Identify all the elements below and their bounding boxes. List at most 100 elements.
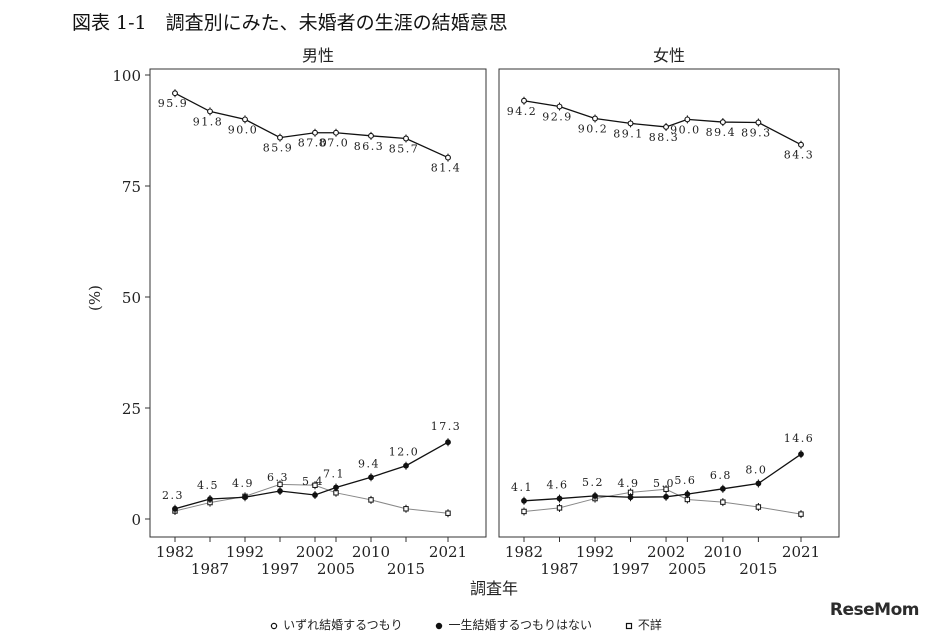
data-label-never: 17.3	[431, 420, 462, 433]
data-point-never	[368, 474, 374, 481]
legend-item-unknown: 不詳	[624, 616, 662, 633]
x-tick-label: 2010	[704, 543, 742, 561]
data-label-never: 5.0	[653, 477, 675, 490]
data-point-never	[719, 485, 726, 492]
panel-title: 男性	[302, 46, 334, 65]
data-point-unknown	[312, 482, 318, 488]
data-label-never: 4.9	[232, 477, 254, 490]
data-point-never	[663, 493, 669, 500]
data-label-marry: 94.2	[507, 105, 538, 118]
panel-title: 女性	[653, 46, 685, 65]
data-point-never	[592, 493, 598, 499]
data-label-never: 9.4	[358, 457, 380, 470]
data-label-never: 6.3	[267, 471, 289, 484]
data-label-marry: 87.0	[319, 137, 350, 150]
x-axis-label: 調査年	[470, 579, 518, 598]
y-tick-label: 100	[112, 67, 141, 85]
data-point-marry	[312, 129, 318, 136]
data-point-marry	[333, 129, 339, 136]
data-point-marry	[277, 134, 283, 141]
data-point-marry	[592, 115, 598, 122]
x-tick-label: 2005	[668, 560, 706, 578]
legend-label-never: 一生結婚するつもりはない	[448, 618, 593, 632]
data-label-never: 6.8	[710, 469, 732, 482]
open-square-icon	[625, 622, 632, 629]
data-point-never	[277, 488, 283, 494]
data-label-marry: 87.0	[298, 137, 329, 150]
legend-label-unknown: 不詳	[637, 618, 662, 632]
y-tick-label: 75	[122, 178, 141, 196]
data-label-never: 5.4	[302, 475, 324, 488]
legend-item-marry: いずれ結婚するつもり	[269, 616, 403, 633]
data-point-marry	[172, 90, 178, 97]
data-point-never	[684, 491, 691, 498]
x-tick-label: 1982	[505, 543, 543, 561]
data-point-marry	[663, 123, 670, 130]
data-label-marry: 85.7	[389, 142, 420, 155]
x-tick-label: 1992	[576, 543, 614, 561]
data-label-never: 14.6	[784, 432, 815, 445]
data-label-marry: 89.4	[706, 126, 737, 139]
data-label-never: 4.5	[197, 479, 219, 492]
data-point-marry	[755, 119, 762, 126]
data-point-marry	[719, 119, 726, 126]
data-point-never	[755, 480, 762, 487]
x-tick-label: 1987	[191, 560, 229, 578]
data-point-unknown	[445, 510, 451, 516]
data-point-never	[521, 497, 527, 504]
data-point-marry	[207, 108, 213, 115]
data-label-never: 5.6	[674, 474, 696, 487]
data-label-marry: 88.3	[649, 131, 680, 144]
data-point-marry	[627, 120, 634, 127]
data-point-marry	[403, 135, 409, 142]
data-point-unknown	[720, 499, 726, 505]
x-tick-label: 2002	[296, 543, 334, 561]
data-point-never	[403, 462, 409, 469]
data-point-never	[312, 492, 318, 498]
data-point-marry	[521, 97, 527, 104]
x-tick-label: 2021	[429, 543, 467, 561]
x-tick-label: 2015	[739, 560, 777, 578]
x-tick-label: 2010	[352, 543, 390, 561]
data-point-unknown	[403, 506, 409, 512]
open-circle-icon	[270, 622, 278, 629]
x-tick-label: 1987	[540, 560, 578, 578]
data-point-unknown	[368, 497, 374, 503]
data-label-marry: 95.9	[158, 97, 189, 110]
data-point-unknown	[755, 504, 762, 510]
data-point-never	[242, 494, 248, 501]
data-label-marry: 86.3	[354, 140, 385, 153]
data-label-marry: 90.2	[578, 123, 609, 136]
legend: いずれ結婚するつもり 一生結婚するつもりはない 不詳	[0, 616, 931, 633]
data-point-marry	[798, 141, 804, 148]
data-label-never: 8.0	[745, 463, 767, 476]
x-tick-label: 1997	[611, 560, 649, 578]
data-point-never	[207, 496, 213, 502]
x-tick-label: 2005	[317, 560, 355, 578]
filled-circle-icon	[436, 622, 443, 629]
data-point-never	[445, 439, 451, 446]
panel-frame	[149, 68, 487, 538]
y-axis-label: (%)	[86, 285, 104, 311]
data-point-unknown	[521, 508, 527, 515]
x-tick-label: 1992	[226, 543, 264, 561]
data-point-never	[627, 494, 634, 501]
y-tick-label: 25	[122, 400, 141, 418]
x-tick-label: 2021	[782, 543, 820, 561]
data-label-marry: 85.9	[263, 142, 294, 155]
data-label-marry: 89.3	[741, 127, 772, 140]
data-point-unknown	[663, 486, 669, 492]
data-label-never: 2.3	[162, 489, 184, 502]
data-label-marry: 81.4	[431, 162, 462, 175]
data-point-marry	[368, 132, 374, 139]
data-label-never: 4.6	[547, 479, 569, 492]
legend-label-marry: いずれ結婚するつもり	[283, 618, 403, 632]
data-point-never	[556, 495, 563, 502]
watermark-logo: ReseMom	[829, 600, 920, 620]
data-point-marry	[684, 116, 691, 123]
data-point-never	[798, 451, 804, 458]
x-tick-label: 2002	[647, 543, 685, 561]
y-tick-label: 0	[131, 511, 141, 529]
watermark-text: ReseMom	[829, 600, 920, 620]
x-tick-label: 2015	[387, 560, 425, 578]
